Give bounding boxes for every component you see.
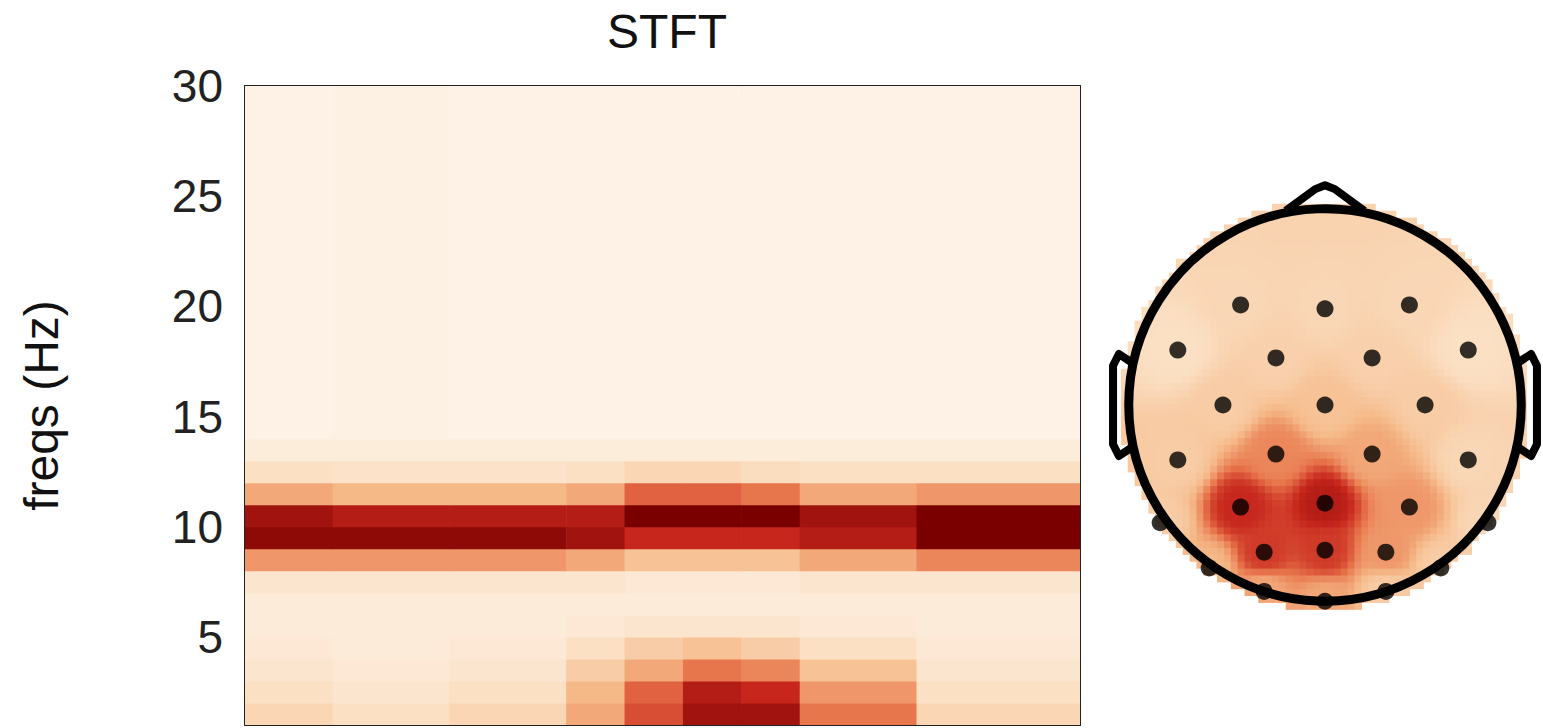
svg-text:10: 10 bbox=[172, 501, 223, 553]
svg-text:5: 5 bbox=[197, 611, 223, 663]
svg-text:freqs (Hz): freqs (Hz) bbox=[15, 300, 68, 511]
svg-text:20: 20 bbox=[172, 280, 223, 332]
svg-text:STFT: STFT bbox=[607, 5, 727, 58]
svg-text:25: 25 bbox=[172, 170, 223, 222]
svg-text:30: 30 bbox=[172, 60, 223, 112]
svg-text:15: 15 bbox=[172, 391, 223, 443]
